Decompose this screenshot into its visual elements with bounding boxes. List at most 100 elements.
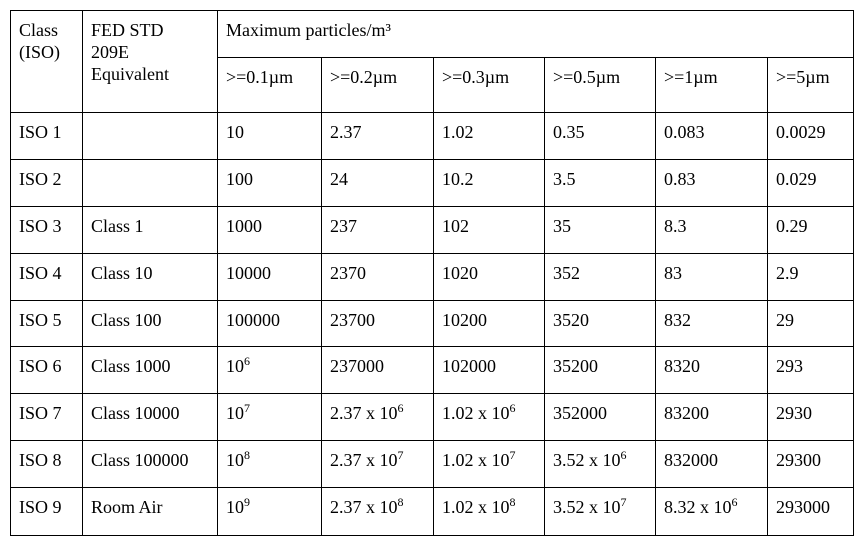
cell-text: Class 1000 bbox=[91, 356, 171, 376]
header-cell: >=5µm bbox=[767, 57, 854, 113]
cell-text: Room Air bbox=[91, 497, 163, 517]
table-cell: 0.083 bbox=[655, 112, 768, 160]
header-text: FED STD 209E Equivalent bbox=[91, 20, 169, 84]
table-cell: 3520 bbox=[544, 300, 656, 347]
cell-text: 0.29 bbox=[776, 216, 808, 236]
table-cell: 24 bbox=[321, 159, 434, 207]
table-cell: 1020 bbox=[433, 253, 545, 301]
cell-exponent: 8 bbox=[397, 495, 404, 509]
table-cell: 2.37 bbox=[321, 112, 434, 160]
cell-exponent: 6 bbox=[244, 354, 250, 368]
table-cell: ISO 7 bbox=[10, 393, 83, 441]
table-cell: 100 bbox=[217, 159, 322, 207]
cell-text: 2370 bbox=[330, 263, 366, 283]
table-cell bbox=[82, 112, 218, 160]
cell-text: 1020 bbox=[442, 263, 478, 283]
cell-text: 8.32 x 10 bbox=[664, 497, 732, 517]
table-cell: 0.35 bbox=[544, 112, 656, 160]
header-text: Class (ISO) bbox=[19, 20, 60, 62]
cell-text: 29 bbox=[776, 310, 794, 330]
cell-text: 293 bbox=[776, 356, 803, 376]
cell-text: 2.37 x 10 bbox=[330, 450, 398, 470]
table-cell: ISO 8 bbox=[10, 440, 83, 488]
cell-exponent: 9 bbox=[244, 495, 250, 509]
cell-text: 2.37 bbox=[330, 122, 362, 142]
header-cell: >=0.2µm bbox=[321, 57, 434, 113]
header-cell: >=0.5µm bbox=[544, 57, 656, 113]
cell-text: 10200 bbox=[442, 310, 487, 330]
table-cell: 8320 bbox=[655, 346, 768, 394]
table-cell: 1.02 x 106 bbox=[433, 393, 545, 441]
table-cell: 83 bbox=[655, 253, 768, 301]
table-cell: Class 10 bbox=[82, 253, 218, 301]
table-cell: 832 bbox=[655, 300, 768, 347]
cell-exponent: 7 bbox=[397, 448, 404, 462]
cell-text: 3520 bbox=[553, 310, 589, 330]
cell-text: 0.083 bbox=[664, 122, 705, 142]
cell-text: 352000 bbox=[553, 403, 607, 423]
header-text: >=0.5µm bbox=[553, 67, 621, 87]
table-cell: 35200 bbox=[544, 346, 656, 394]
cell-text: ISO 7 bbox=[19, 403, 62, 423]
table-cell: Class 1 bbox=[82, 206, 218, 254]
cell-text: 35200 bbox=[553, 356, 598, 376]
header-cell: >=1µm bbox=[655, 57, 768, 113]
cell-text: Class 1 bbox=[91, 216, 144, 236]
table-cell: 1.02 x 107 bbox=[433, 440, 545, 488]
cell-text: 1.02 bbox=[442, 122, 474, 142]
cell-exponent: 8 bbox=[244, 448, 250, 462]
table-cell: ISO 1 bbox=[10, 112, 83, 160]
header-cell: Class (ISO) bbox=[10, 10, 83, 113]
cell-text: 10 bbox=[226, 497, 244, 517]
table-cell: 293000 bbox=[767, 487, 854, 536]
table-cell: 3.5 bbox=[544, 159, 656, 207]
cell-text: 293000 bbox=[776, 497, 830, 517]
cell-text: 237 bbox=[330, 216, 357, 236]
table-cell: 107 bbox=[217, 393, 322, 441]
table-cell: 8.3 bbox=[655, 206, 768, 254]
table-cell: 2.37 x 106 bbox=[321, 393, 434, 441]
table-cell: 8.32 x 106 bbox=[655, 487, 768, 536]
table-cell: 10200 bbox=[433, 300, 545, 347]
cell-text: 10 bbox=[226, 356, 244, 376]
table-cell: 108 bbox=[217, 440, 322, 488]
cell-text: 3.52 x 10 bbox=[553, 497, 621, 517]
table-cell: Class 1000 bbox=[82, 346, 218, 394]
cell-exponent: 6 bbox=[509, 401, 516, 415]
table-cell: 2.37 x 108 bbox=[321, 487, 434, 536]
table-cell: 832000 bbox=[655, 440, 768, 488]
header-text: >=5µm bbox=[776, 67, 830, 87]
table-cell: 10000 bbox=[217, 253, 322, 301]
table-cell: 237000 bbox=[321, 346, 434, 394]
cell-text: 1.02 x 10 bbox=[442, 450, 510, 470]
cell-text: 23700 bbox=[330, 310, 375, 330]
table-cell: ISO 4 bbox=[10, 253, 83, 301]
cell-text: 0.83 bbox=[664, 169, 696, 189]
cell-text: 102000 bbox=[442, 356, 496, 376]
cell-text: 83 bbox=[664, 263, 682, 283]
cell-text: 352 bbox=[553, 263, 580, 283]
cell-text: 10 bbox=[226, 450, 244, 470]
cell-text: 10 bbox=[226, 403, 244, 423]
table-cell: Class 10000 bbox=[82, 393, 218, 441]
header-cell: >=0.3µm bbox=[433, 57, 545, 113]
cell-text: ISO 6 bbox=[19, 356, 62, 376]
table-cell: 83200 bbox=[655, 393, 768, 441]
table-cell: ISO 2 bbox=[10, 159, 83, 207]
table-cell: 2930 bbox=[767, 393, 854, 441]
cell-text: 10000 bbox=[226, 263, 271, 283]
table-cell: 0.0029 bbox=[767, 112, 854, 160]
table-cell: 0.83 bbox=[655, 159, 768, 207]
table-cell: 1.02 bbox=[433, 112, 545, 160]
cell-text: 8320 bbox=[664, 356, 700, 376]
cell-text: 10 bbox=[226, 122, 244, 142]
table-cell: 10 bbox=[217, 112, 322, 160]
table-cell: 29 bbox=[767, 300, 854, 347]
cell-exponent: 8 bbox=[509, 495, 516, 509]
cell-text: Class 100 bbox=[91, 310, 162, 330]
table-cell: 2.9 bbox=[767, 253, 854, 301]
table-cell: 102000 bbox=[433, 346, 545, 394]
cell-text: 2930 bbox=[776, 403, 812, 423]
table-cell: Room Air bbox=[82, 487, 218, 536]
table-cell: 293 bbox=[767, 346, 854, 394]
